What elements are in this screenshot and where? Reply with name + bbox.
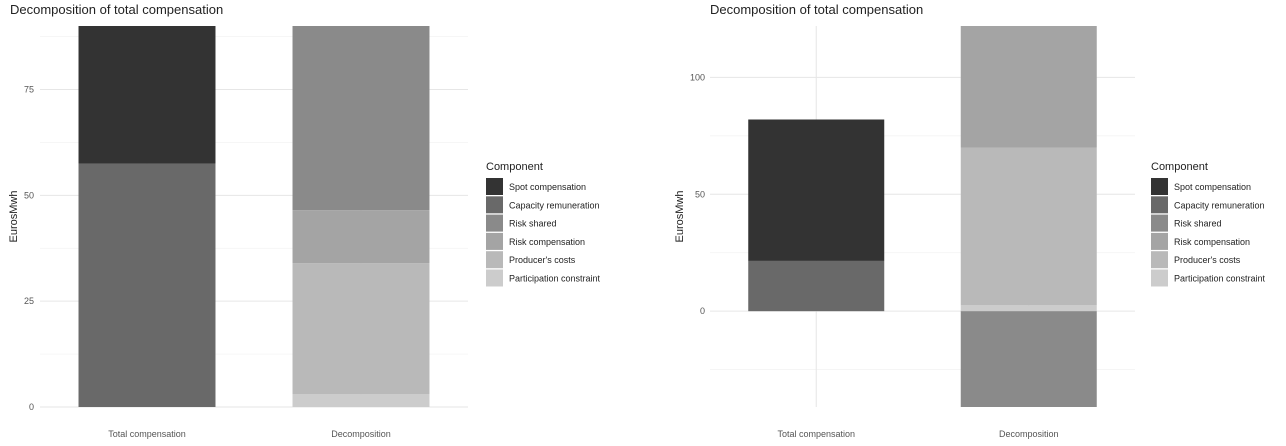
legend-label: Risk compensation <box>1174 237 1250 247</box>
y-tick-label: 50 <box>24 190 34 200</box>
y-tick-label: 50 <box>695 189 705 199</box>
y-tick-label: 0 <box>29 402 34 412</box>
x-tick-label: Decomposition <box>331 429 391 439</box>
chart-panel-2: Decomposition of total compensation 0 50 10… <box>674 2 1266 439</box>
legend: Component Spot compensation Capacity remun… <box>486 161 601 287</box>
bar-segment <box>292 210 430 264</box>
legend-label: Producer's costs <box>509 255 576 265</box>
bar-segment <box>960 147 1097 306</box>
bar-segment <box>292 263 430 395</box>
x-tick-label: Total compensation <box>108 429 186 439</box>
legend-swatch <box>486 269 503 287</box>
bar-segment <box>292 394 430 407</box>
legend-swatch <box>1151 251 1168 269</box>
legend-swatch <box>1151 214 1168 232</box>
chart-title: Decomposition of total compensation <box>10 2 223 17</box>
chart-title: Decomposition of total compensation <box>710 2 923 17</box>
x-tick-label: Total compensation <box>777 429 855 439</box>
legend-swatch <box>1151 232 1168 250</box>
legend-label: Participation constraint <box>509 274 601 284</box>
bar-segment <box>292 26 430 211</box>
legend-title: Component <box>1151 161 1208 173</box>
bar-segment <box>748 119 885 261</box>
legend-label: Risk shared <box>1174 219 1222 229</box>
y-axis-title: EurosMwh <box>674 191 686 243</box>
y-tick-label: 75 <box>24 85 34 95</box>
legend: Component Spot compensation Capacity remun… <box>1151 161 1266 287</box>
legend-label: Participation constraint <box>1174 274 1266 284</box>
chart-panel-1: Decomposition of total compensation 0 25 50… <box>8 2 601 439</box>
bar-segment <box>78 163 216 407</box>
legend-swatch <box>486 178 503 195</box>
legend-label: Capacity remuneration <box>509 200 600 210</box>
bar-segment <box>960 311 1097 407</box>
legend-label: Spot compensation <box>509 182 586 192</box>
legend-swatch <box>486 232 503 250</box>
legend-label: Risk shared <box>509 219 557 229</box>
legend-swatch <box>486 251 503 269</box>
legend-swatch <box>486 196 503 214</box>
legend-swatch <box>486 214 503 232</box>
y-tick-label: 25 <box>24 296 34 306</box>
legend-swatch <box>1151 178 1168 195</box>
bar-segment <box>960 305 1097 312</box>
y-tick-label: 100 <box>690 72 705 82</box>
legend-label: Risk compensation <box>509 237 585 247</box>
y-tick-label: 0 <box>700 306 705 316</box>
y-axis-title: EurosMwh <box>8 191 20 243</box>
x-tick-label: Decomposition <box>999 429 1059 439</box>
bar-segment <box>960 26 1097 148</box>
bar-segment <box>78 26 216 164</box>
bar-segment <box>748 260 885 312</box>
legend-title: Component <box>486 161 543 173</box>
legend-label: Producer's costs <box>1174 255 1241 265</box>
legend-swatch <box>1151 269 1168 287</box>
legend-swatch <box>1151 196 1168 214</box>
legend-label: Capacity remuneration <box>1174 200 1265 210</box>
legend-label: Spot compensation <box>1174 182 1251 192</box>
